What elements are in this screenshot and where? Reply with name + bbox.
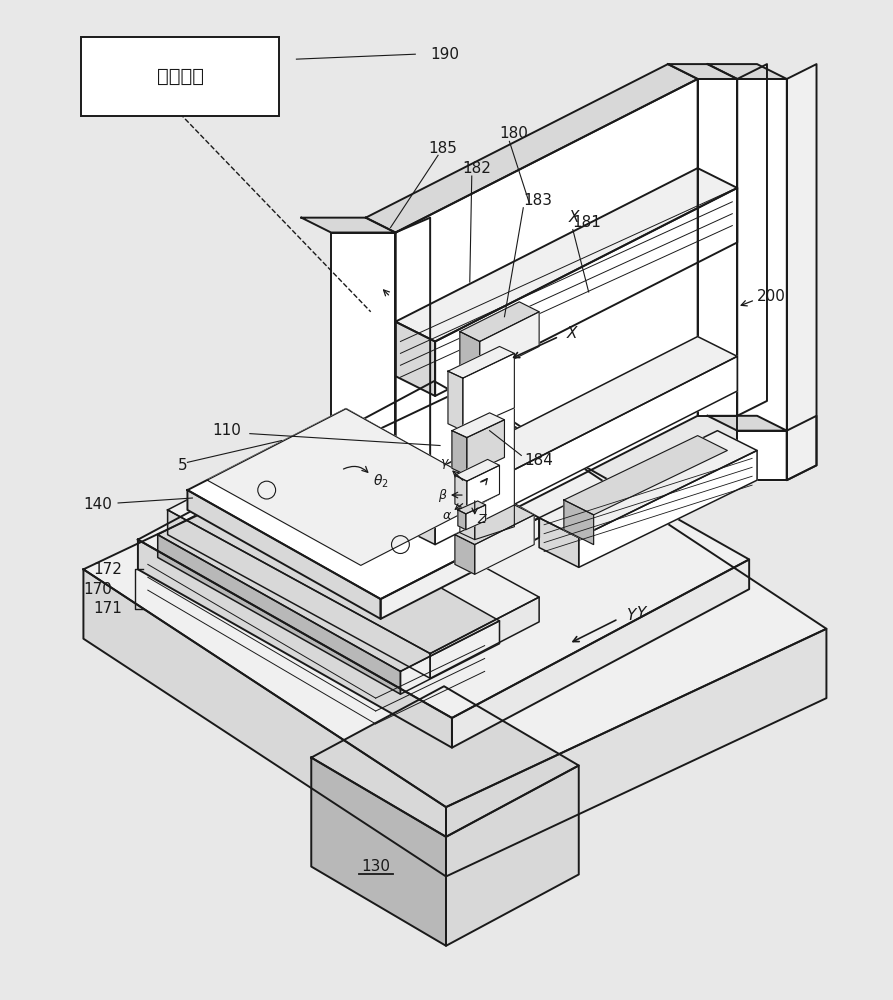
- Polygon shape: [463, 353, 514, 431]
- Text: 184: 184: [524, 453, 553, 468]
- Polygon shape: [467, 465, 499, 510]
- Text: 190: 190: [430, 47, 459, 62]
- Text: X: X: [569, 210, 580, 225]
- Polygon shape: [563, 500, 594, 545]
- Polygon shape: [448, 346, 514, 378]
- Text: Y: Y: [626, 608, 636, 623]
- Polygon shape: [455, 505, 534, 545]
- Polygon shape: [579, 450, 757, 567]
- Text: 170: 170: [83, 582, 113, 597]
- Polygon shape: [168, 453, 539, 654]
- Polygon shape: [480, 312, 539, 376]
- Polygon shape: [452, 559, 749, 748]
- Polygon shape: [448, 371, 463, 431]
- Polygon shape: [312, 686, 579, 837]
- Polygon shape: [455, 475, 467, 510]
- Polygon shape: [452, 431, 467, 475]
- Polygon shape: [475, 383, 514, 540]
- Polygon shape: [83, 389, 826, 807]
- Polygon shape: [396, 168, 738, 341]
- Polygon shape: [738, 79, 787, 480]
- Polygon shape: [396, 218, 430, 569]
- Polygon shape: [396, 490, 435, 545]
- Text: X: X: [567, 326, 578, 341]
- Polygon shape: [460, 396, 475, 540]
- Polygon shape: [143, 505, 489, 693]
- Polygon shape: [460, 376, 514, 403]
- Polygon shape: [446, 765, 579, 946]
- Polygon shape: [380, 639, 489, 728]
- Polygon shape: [396, 79, 697, 569]
- Polygon shape: [458, 510, 466, 530]
- Text: $\theta_2$: $\theta_2$: [372, 472, 388, 490]
- Polygon shape: [466, 505, 486, 530]
- Polygon shape: [539, 431, 757, 538]
- Polygon shape: [207, 409, 499, 565]
- Polygon shape: [467, 420, 505, 475]
- Text: 110: 110: [213, 423, 241, 438]
- Text: 185: 185: [428, 141, 457, 156]
- Polygon shape: [460, 302, 539, 341]
- Polygon shape: [668, 64, 738, 79]
- Text: 181: 181: [572, 215, 602, 230]
- Polygon shape: [435, 356, 738, 545]
- Text: $\beta$: $\beta$: [438, 487, 447, 504]
- Polygon shape: [539, 518, 579, 567]
- Text: 130: 130: [361, 859, 390, 874]
- Polygon shape: [138, 381, 749, 718]
- Text: 200: 200: [757, 289, 786, 304]
- Text: 183: 183: [523, 193, 552, 208]
- Polygon shape: [787, 416, 816, 480]
- Polygon shape: [707, 64, 787, 79]
- Polygon shape: [458, 501, 486, 514]
- Polygon shape: [460, 332, 480, 376]
- Polygon shape: [738, 431, 787, 480]
- Text: 控制装置: 控制装置: [156, 67, 204, 86]
- FancyBboxPatch shape: [81, 37, 279, 116]
- Text: Z: Z: [478, 513, 487, 526]
- Text: 5: 5: [178, 458, 188, 473]
- Polygon shape: [435, 188, 738, 396]
- Polygon shape: [455, 535, 475, 574]
- Polygon shape: [188, 409, 539, 599]
- Text: $\alpha$: $\alpha$: [442, 509, 452, 522]
- Polygon shape: [380, 518, 539, 619]
- Polygon shape: [400, 621, 499, 694]
- Polygon shape: [475, 515, 534, 574]
- Text: 140: 140: [83, 497, 113, 512]
- Text: 182: 182: [462, 161, 491, 176]
- Polygon shape: [446, 629, 826, 876]
- Polygon shape: [143, 559, 380, 728]
- Text: 180: 180: [499, 126, 529, 141]
- Polygon shape: [396, 337, 738, 510]
- Text: Y: Y: [636, 606, 646, 621]
- Polygon shape: [707, 416, 787, 431]
- Polygon shape: [312, 758, 446, 946]
- Polygon shape: [452, 413, 505, 438]
- Polygon shape: [366, 64, 697, 233]
- Text: $\gamma$: $\gamma$: [440, 457, 450, 471]
- Polygon shape: [396, 322, 435, 396]
- Polygon shape: [158, 484, 499, 671]
- Polygon shape: [138, 540, 452, 748]
- Text: 171: 171: [94, 601, 122, 616]
- Polygon shape: [301, 218, 396, 233]
- Polygon shape: [83, 569, 446, 876]
- Polygon shape: [158, 535, 400, 694]
- Polygon shape: [697, 79, 738, 416]
- Polygon shape: [430, 597, 539, 678]
- Text: 172: 172: [94, 562, 122, 577]
- Polygon shape: [168, 510, 430, 678]
- Polygon shape: [188, 490, 380, 619]
- Polygon shape: [563, 436, 728, 515]
- Polygon shape: [738, 64, 767, 416]
- Polygon shape: [455, 459, 499, 481]
- Polygon shape: [787, 64, 816, 480]
- Polygon shape: [331, 233, 396, 569]
